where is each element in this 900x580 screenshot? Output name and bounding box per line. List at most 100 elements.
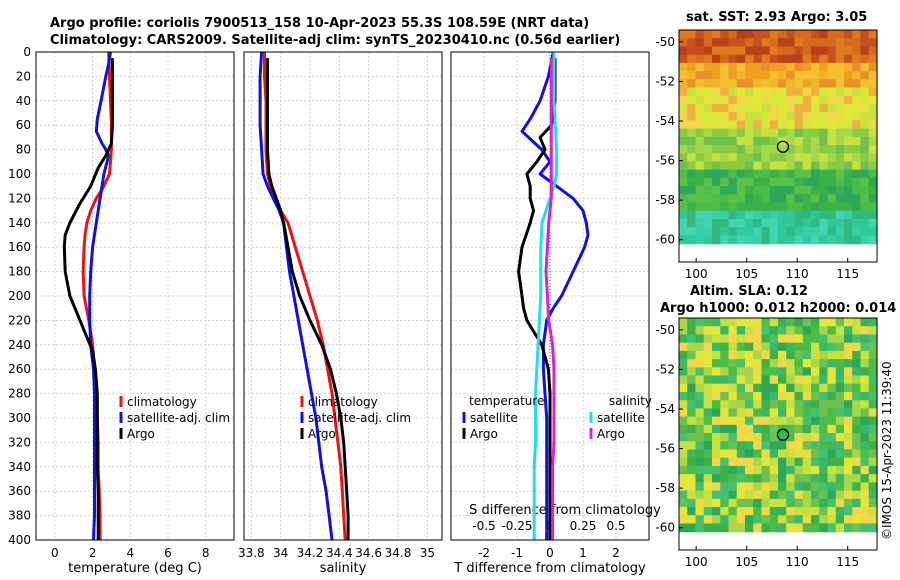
map-cell	[844, 523, 853, 533]
map-cell	[827, 342, 837, 352]
map-cell	[745, 194, 754, 204]
map-cell	[761, 194, 771, 204]
map-cell	[712, 54, 721, 64]
map-cell	[703, 103, 713, 113]
map-cell	[852, 326, 862, 336]
map-cell	[712, 367, 721, 377]
map-cell	[679, 194, 688, 204]
map-cell	[736, 490, 746, 500]
map-cell	[794, 334, 804, 344]
map-cell	[786, 128, 796, 138]
map-cell	[679, 169, 688, 179]
map-cell	[844, 177, 853, 187]
map-cell	[778, 318, 787, 327]
map-cell	[819, 449, 829, 459]
map-cell	[703, 383, 713, 393]
map-cell	[712, 433, 721, 442]
map-cell	[687, 30, 697, 39]
map-cell	[786, 449, 796, 459]
map-cell	[811, 112, 820, 121]
map-cell	[679, 523, 688, 533]
map-cell	[794, 153, 804, 163]
map-cell	[844, 400, 853, 409]
map-cell	[778, 227, 787, 237]
map-cell	[835, 326, 845, 336]
map-cell	[720, 202, 730, 212]
map-cell	[687, 136, 697, 146]
map-cell	[761, 367, 771, 377]
map-cell	[679, 383, 688, 393]
map-cell	[761, 54, 771, 64]
map-cell	[794, 120, 804, 130]
map-cell	[868, 424, 878, 434]
map-cell	[769, 523, 779, 533]
map-cell	[687, 161, 697, 171]
map-cell	[761, 186, 771, 195]
map-cell	[786, 186, 796, 195]
map-cell	[794, 95, 804, 105]
map-cell	[860, 449, 870, 459]
map-cell	[794, 416, 804, 426]
map-cell	[712, 424, 721, 434]
map-cell	[695, 474, 705, 483]
map-cell	[778, 79, 787, 89]
map-cell	[852, 112, 862, 121]
map-cell	[745, 169, 754, 179]
map-cell	[753, 391, 763, 401]
map-cell	[745, 54, 754, 64]
map-cell	[786, 194, 796, 204]
map-cell	[844, 112, 853, 121]
map-cell	[753, 433, 763, 442]
map-cell	[786, 161, 796, 171]
map-cell	[844, 128, 853, 138]
map-cell	[811, 235, 820, 245]
map-cell	[868, 367, 878, 377]
map-cell	[753, 334, 763, 344]
map-cell	[720, 391, 730, 401]
map-cell	[860, 54, 870, 64]
map-cell	[860, 523, 870, 533]
map-cell	[679, 400, 688, 409]
map-cell	[728, 326, 738, 336]
map-cell	[703, 112, 713, 121]
map-cell	[852, 375, 862, 385]
map-cell	[794, 375, 804, 385]
map-cell	[868, 507, 878, 516]
x2-tick-label: -0.5	[472, 519, 495, 533]
map-cell	[778, 515, 787, 525]
map-cell	[712, 326, 721, 336]
map-cell	[794, 194, 804, 204]
map-cell	[761, 515, 771, 525]
map-cell	[728, 145, 738, 154]
map-cell	[819, 136, 829, 146]
map-cell	[679, 424, 688, 434]
map-cell	[712, 79, 721, 89]
map-cell	[695, 145, 705, 154]
map-cell	[868, 128, 878, 138]
map-cell	[736, 334, 746, 344]
map-cell	[778, 498, 787, 508]
map-cell	[868, 391, 878, 401]
map-cell	[827, 54, 837, 64]
map-cell	[703, 318, 713, 327]
map-cell	[868, 112, 878, 121]
map-cell	[745, 95, 754, 105]
map-cell	[802, 326, 812, 336]
map-cell	[695, 30, 705, 39]
map-cell	[819, 326, 829, 336]
map-cell	[679, 474, 688, 483]
map-cell	[794, 490, 804, 500]
map-cell	[728, 498, 738, 508]
map-cell	[761, 507, 771, 516]
map-cell	[720, 515, 730, 525]
map-cell	[687, 424, 697, 434]
map-cell	[844, 87, 853, 97]
map-cell	[703, 202, 713, 212]
map-cell	[827, 177, 837, 187]
map-cell	[745, 350, 754, 360]
map-cell	[802, 112, 812, 121]
map-cell	[720, 433, 730, 442]
map-cell	[827, 408, 837, 418]
map-cell	[819, 482, 829, 492]
map-cell	[802, 490, 812, 500]
